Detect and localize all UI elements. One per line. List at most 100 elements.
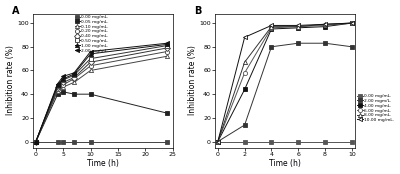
1.00 mg/mL. [165,43,170,45]
2.00 mg/mL. [61,75,66,77]
0.00 mg/mL. [296,141,301,143]
2.00 mgm/L. [269,46,274,48]
0.10 mg/mL. [72,81,76,83]
Line: 10.00 mg/mL.: 10.00 mg/mL. [216,21,354,144]
0.00 mg/mL. [34,141,38,143]
0.40 mg/mL. [34,141,38,143]
0.20 mg/mL. [55,88,60,90]
0.10 mg/mL. [88,69,93,72]
8.00 mg/mL. [242,61,247,63]
0.00 mg/mL. [165,141,170,143]
0.40 mg/mL. [72,77,76,79]
2.00 mgm/L. [323,42,328,44]
0.50 mg/mL. [61,79,66,81]
0.05 mg/mL. [72,93,76,95]
0.20 mg/mL. [61,84,66,86]
4.00 mg/mL. [296,27,301,29]
0.05 mg/mL. [88,93,93,95]
Line: 0.20 mg/mL.: 0.20 mg/mL. [34,49,169,144]
Line: 1.00 mg/mL.: 1.00 mg/mL. [34,42,169,144]
2.00 mgm/L. [350,46,354,48]
Text: A: A [12,6,20,15]
0.20 mg/mL. [72,78,76,80]
6.00 mg/mL. [216,141,220,143]
Y-axis label: Inhibition rate (%): Inhibition rate (%) [6,46,14,116]
2.00 mg/mL. [55,82,60,85]
Text: B: B [194,6,202,15]
6.00 mg/mL. [323,24,328,26]
Y-axis label: Inhibition rate (%): Inhibition rate (%) [188,46,196,116]
4.00 mg/mL. [323,26,328,28]
Line: 0.00 mg/mL.: 0.00 mg/mL. [34,140,169,144]
2.00 mgm/L. [242,124,247,126]
0.10 mg/mL. [165,55,170,57]
Line: 6.00 mg/mL.: 6.00 mg/mL. [216,21,354,144]
Line: 0.05 mg/mL.: 0.05 mg/mL. [34,90,169,144]
0.40 mg/mL. [88,61,93,63]
0.00 mg/mL. [350,141,354,143]
1.00 mg/mL. [88,53,93,55]
10.00 mg/mL. [269,24,274,26]
0.05 mg/mL. [34,141,38,143]
0.50 mg/mL. [55,85,60,87]
Line: 4.00 mg/mL.: 4.00 mg/mL. [216,21,354,144]
Line: 0.10 mg/mL.: 0.10 mg/mL. [34,54,169,144]
8.00 mg/mL. [350,22,354,24]
0.20 mg/mL. [34,141,38,143]
1.00 mg/mL. [61,78,66,80]
0.50 mg/mL. [88,58,93,60]
6.00 mg/mL. [269,27,274,29]
4.00 mg/mL. [242,88,247,90]
0.00 mg/mL. [216,141,220,143]
Line: 2.00 mgm/L.: 2.00 mgm/L. [216,41,354,144]
Line: 0.50 mg/mL.: 0.50 mg/mL. [34,44,169,144]
Line: 0.00 mg/mL.: 0.00 mg/mL. [216,140,354,144]
0.40 mg/mL. [55,86,60,88]
8.00 mg/mL. [269,26,274,28]
0.40 mg/mL. [61,81,66,83]
1.00 mg/mL. [55,84,60,86]
Legend: 0.00 mg/mL., 2.00 mgm/L., 4.00 mg/mL., 6.00 mg/mL., 8.00 mg/mL., 10.00 mg/mL.: 0.00 mg/mL., 2.00 mgm/L., 4.00 mg/mL., 6… [357,93,394,122]
4.00 mg/mL. [216,141,220,143]
2.00 mg/mL. [72,72,76,74]
Line: 2.00 mg/mL.: 2.00 mg/mL. [34,41,169,144]
8.00 mg/mL. [323,23,328,25]
10.00 mg/mL. [296,24,301,26]
1.00 mg/mL. [72,73,76,75]
0.10 mg/mL. [55,90,60,92]
2.00 mg/mL. [88,50,93,53]
4.00 mg/mL. [269,28,274,30]
0.50 mg/mL. [34,141,38,143]
10.00 mg/mL. [350,22,354,24]
4.00 mg/mL. [350,22,354,24]
0.00 mg/mL. [269,141,274,143]
2.00 mgm/L. [296,42,301,44]
10.00 mg/mL. [242,36,247,38]
0.50 mg/mL. [165,45,170,47]
0.05 mg/mL. [165,112,170,114]
6.00 mg/mL. [350,22,354,24]
Line: 0.40 mg/mL.: 0.40 mg/mL. [34,46,169,144]
2.00 mg/mL. [165,42,170,44]
X-axis label: Time (h): Time (h) [87,159,119,168]
0.10 mg/mL. [34,141,38,143]
0.40 mg/mL. [165,47,170,49]
0.00 mg/mL. [88,141,93,143]
1.00 mg/mL. [34,141,38,143]
2.00 mgm/L. [216,141,220,143]
X-axis label: Time (h): Time (h) [269,159,301,168]
0.00 mg/mL. [242,141,247,143]
8.00 mg/mL. [296,26,301,28]
2.00 mg/mL. [34,141,38,143]
0.00 mg/mL. [72,141,76,143]
8.00 mg/mL. [216,141,220,143]
6.00 mg/mL. [296,26,301,28]
6.00 mg/mL. [242,72,247,74]
0.00 mg/mL. [323,141,328,143]
Line: 8.00 mg/mL.: 8.00 mg/mL. [216,21,354,144]
0.05 mg/mL. [61,91,66,93]
0.00 mg/mL. [61,141,66,143]
Legend: 0.00 mg/mL., 0.05 mg/mL., 0.10 mg/mL., 0.20 mg/mL., 0.40 mg/mL., 0.50 mg/mL., 1.: 0.00 mg/mL., 0.05 mg/mL., 0.10 mg/mL., 0… [74,14,110,53]
0.05 mg/mL. [55,93,60,95]
0.50 mg/mL. [72,74,76,76]
